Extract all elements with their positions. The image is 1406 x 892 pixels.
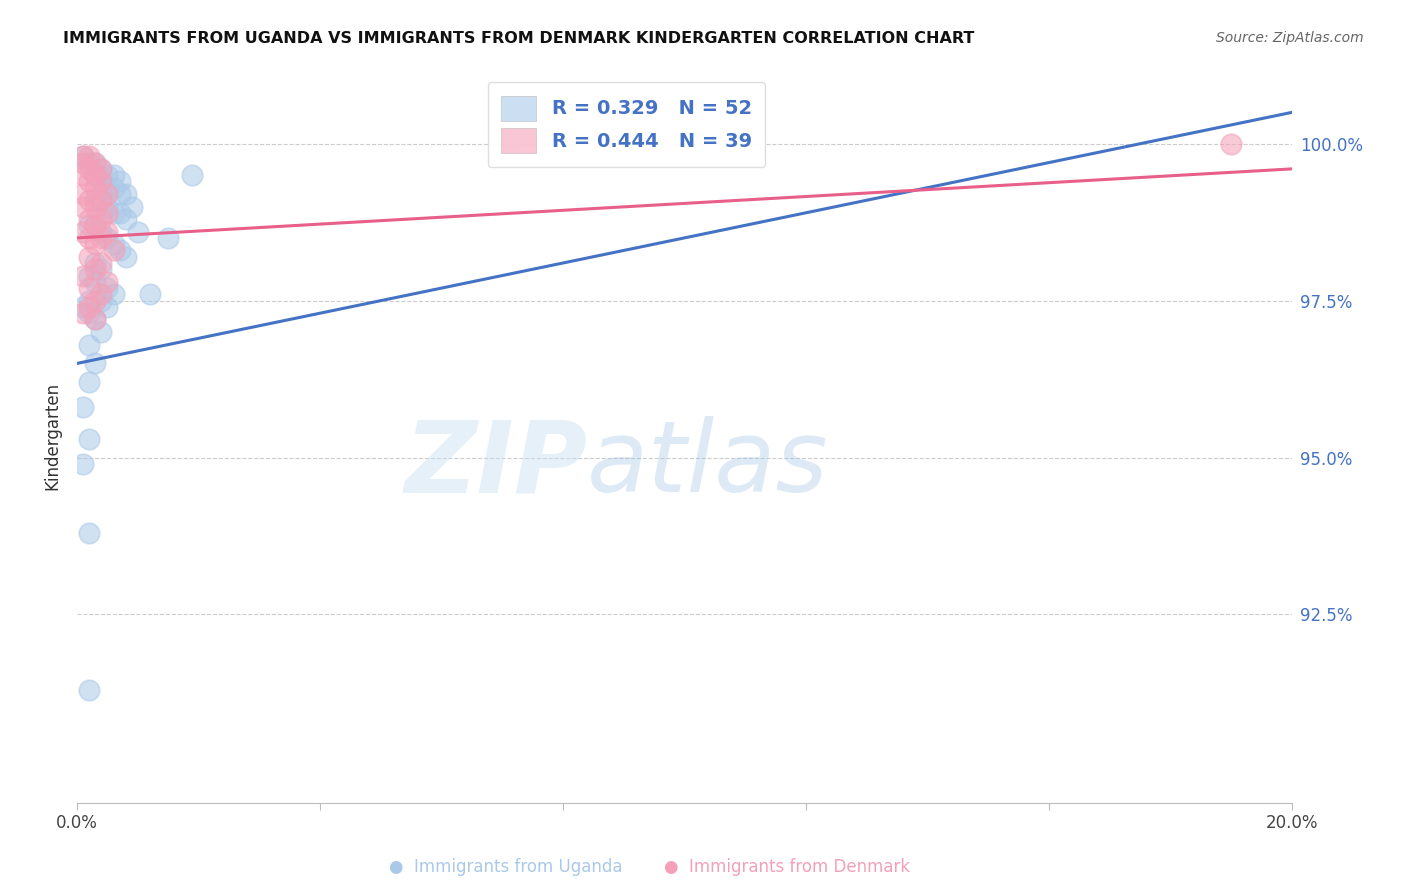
Point	[72, 149, 94, 163]
Point	[77, 525, 100, 540]
Point	[84, 219, 107, 233]
Point	[84, 356, 107, 370]
Point	[72, 225, 94, 239]
Point	[77, 194, 100, 208]
Point	[72, 155, 94, 169]
Point	[103, 237, 125, 252]
Point	[90, 225, 112, 239]
Point	[108, 244, 131, 258]
Point	[84, 275, 107, 289]
Text: ●  Immigrants from Uganda: ● Immigrants from Uganda	[389, 858, 623, 876]
Point	[90, 293, 112, 308]
Legend: R = 0.329   N = 52, R = 0.444   N = 39: R = 0.329 N = 52, R = 0.444 N = 39	[488, 82, 765, 167]
Point	[77, 219, 100, 233]
Point	[72, 268, 94, 283]
Point	[114, 212, 136, 227]
Y-axis label: Kindergarten: Kindergarten	[44, 382, 60, 490]
Text: ●  Immigrants from Denmark: ● Immigrants from Denmark	[664, 858, 911, 876]
Point	[77, 231, 100, 245]
Point	[96, 200, 118, 214]
Point	[90, 325, 112, 339]
Point	[84, 256, 107, 270]
Point	[84, 237, 107, 252]
Point	[72, 186, 94, 201]
Point	[72, 168, 94, 182]
Point	[90, 194, 112, 208]
Point	[114, 186, 136, 201]
Point	[139, 287, 162, 301]
Point	[77, 376, 100, 390]
Point	[103, 244, 125, 258]
Point	[84, 312, 107, 326]
Point	[90, 161, 112, 176]
Point	[72, 300, 94, 314]
Point	[84, 262, 107, 277]
Point	[90, 161, 112, 176]
Point	[1219, 136, 1241, 151]
Point	[90, 287, 112, 301]
Point	[90, 174, 112, 188]
Point	[77, 300, 100, 314]
Point	[77, 212, 100, 227]
Point	[90, 212, 112, 227]
Point	[127, 225, 149, 239]
Text: ZIP: ZIP	[404, 417, 588, 514]
Point	[77, 682, 100, 697]
Point	[157, 231, 180, 245]
Point	[84, 155, 107, 169]
Point	[103, 206, 125, 220]
Point	[114, 250, 136, 264]
Point	[84, 219, 107, 233]
Point	[90, 174, 112, 188]
Point	[77, 161, 100, 176]
Point	[72, 200, 94, 214]
Point	[84, 312, 107, 326]
Point	[96, 168, 118, 182]
Point	[90, 231, 112, 245]
Point	[84, 180, 107, 194]
Text: IMMIGRANTS FROM UGANDA VS IMMIGRANTS FROM DENMARK KINDERGARTEN CORRELATION CHART: IMMIGRANTS FROM UGANDA VS IMMIGRANTS FRO…	[63, 31, 974, 46]
Point	[77, 155, 100, 169]
Point	[84, 293, 107, 308]
Point	[77, 174, 100, 188]
Point	[77, 293, 100, 308]
Point	[108, 174, 131, 188]
Point	[77, 306, 100, 320]
Point	[72, 149, 94, 163]
Point	[77, 149, 100, 163]
Point	[181, 168, 204, 182]
Point	[96, 180, 118, 194]
Point	[77, 268, 100, 283]
Point	[84, 168, 107, 182]
Point	[103, 287, 125, 301]
Point	[96, 206, 118, 220]
Point	[121, 200, 143, 214]
Point	[96, 281, 118, 295]
Point	[103, 168, 125, 182]
Text: Source: ZipAtlas.com: Source: ZipAtlas.com	[1216, 31, 1364, 45]
Point	[84, 168, 107, 182]
Point	[77, 250, 100, 264]
Point	[90, 194, 112, 208]
Point	[96, 300, 118, 314]
Text: atlas: atlas	[588, 417, 828, 514]
Point	[90, 262, 112, 277]
Point	[77, 337, 100, 351]
Point	[72, 306, 94, 320]
Point	[90, 256, 112, 270]
Point	[77, 432, 100, 446]
Point	[84, 155, 107, 169]
Point	[77, 281, 100, 295]
Point	[103, 180, 125, 194]
Point	[84, 194, 107, 208]
Point	[84, 200, 107, 214]
Point	[96, 225, 118, 239]
Point	[96, 275, 118, 289]
Point	[72, 401, 94, 415]
Point	[72, 457, 94, 471]
Point	[96, 231, 118, 245]
Point	[96, 186, 118, 201]
Point	[108, 186, 131, 201]
Point	[108, 206, 131, 220]
